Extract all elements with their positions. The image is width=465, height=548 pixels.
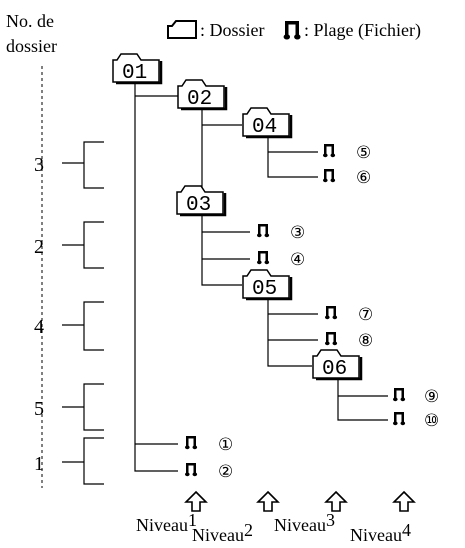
folder-number-1: 1: [34, 453, 44, 475]
level-3-up-arrow-icon: [325, 491, 347, 512]
folder-number-2: 2: [34, 236, 44, 258]
folder-number-title-line2: dossier: [6, 36, 57, 56]
track-2-label: ②: [218, 462, 233, 482]
folder-01: 01: [112, 53, 163, 85]
legend-folder-icon: [167, 20, 197, 39]
music-note-icon: [185, 463, 198, 477]
folder-number-bracket-2: [62, 221, 104, 269]
music-note-icon: [393, 388, 406, 402]
music-note-icon: [323, 144, 336, 158]
folder-number-bracket-4: [62, 301, 104, 351]
track-3: ③: [257, 223, 305, 243]
level-1-up-arrow-icon: [185, 491, 207, 512]
folder-number-5: 5: [34, 398, 44, 420]
music-note-icon: [257, 224, 270, 238]
track-6: ⑥: [323, 168, 371, 188]
music-note-icon: [325, 306, 338, 320]
folder-06-label: 06: [322, 358, 347, 381]
music-note-icon: [257, 251, 270, 265]
level-2-up-arrow-icon: [257, 491, 279, 512]
level-4-up-arrow-icon: [393, 491, 415, 512]
folder-05-label: 05: [252, 278, 277, 301]
track-2: ②: [185, 462, 233, 482]
folder-number-bracket-1: [62, 437, 104, 485]
level-1-label: Niveau1: [136, 510, 197, 535]
folder-02: 02: [177, 79, 228, 111]
legend-track-label: : Plage (Fichier): [304, 20, 421, 41]
folder-number-bracket-5: [62, 383, 104, 431]
folder-03: 03: [176, 185, 227, 217]
track-6-label: ⑥: [356, 168, 371, 188]
track-10-label: ⑩: [424, 411, 439, 431]
track-7-label: ⑦: [358, 305, 373, 325]
level-4-label: Niveau4: [350, 520, 411, 545]
folder-02-label: 02: [187, 88, 212, 111]
track-1-label: ①: [218, 435, 233, 455]
folder-number-3: 3: [34, 154, 44, 176]
folder-03-label: 03: [186, 194, 211, 217]
legend-folder-label: : Dossier: [200, 20, 265, 40]
folder-04-label: 04: [252, 116, 277, 139]
folder-04: 04: [242, 107, 293, 139]
music-note-icon: [323, 169, 336, 183]
folder-number-4: 4: [34, 316, 44, 338]
tree-connectors: [134, 82, 388, 472]
track-5: ⑤: [323, 143, 371, 163]
legend-music-note-icon: [283, 21, 301, 40]
track-3-label: ③: [290, 223, 305, 243]
track-4: ④: [257, 250, 305, 270]
level-2-label: Niveau2: [192, 520, 253, 545]
track-9: ⑨: [393, 387, 439, 407]
music-note-icon: [393, 412, 406, 426]
track-10: ⑩: [393, 411, 439, 431]
folder-number-bracket-3: [62, 141, 104, 189]
track-7: ⑦: [325, 305, 373, 325]
folder-01-label: 01: [122, 62, 147, 85]
level-3-label: Niveau3: [274, 510, 335, 535]
track-1: ①: [185, 435, 233, 455]
track-8: ⑧: [325, 331, 373, 351]
music-note-icon: [325, 332, 338, 346]
track-9-label: ⑨: [424, 387, 439, 407]
folder-06: 06: [312, 349, 363, 381]
music-note-icon: [185, 436, 198, 450]
track-4-label: ④: [290, 250, 305, 270]
track-8-label: ⑧: [358, 331, 373, 351]
folder-number-title-line1: No. de: [6, 11, 54, 31]
track-5-label: ⑤: [356, 143, 371, 163]
folder-05: 05: [242, 269, 293, 301]
